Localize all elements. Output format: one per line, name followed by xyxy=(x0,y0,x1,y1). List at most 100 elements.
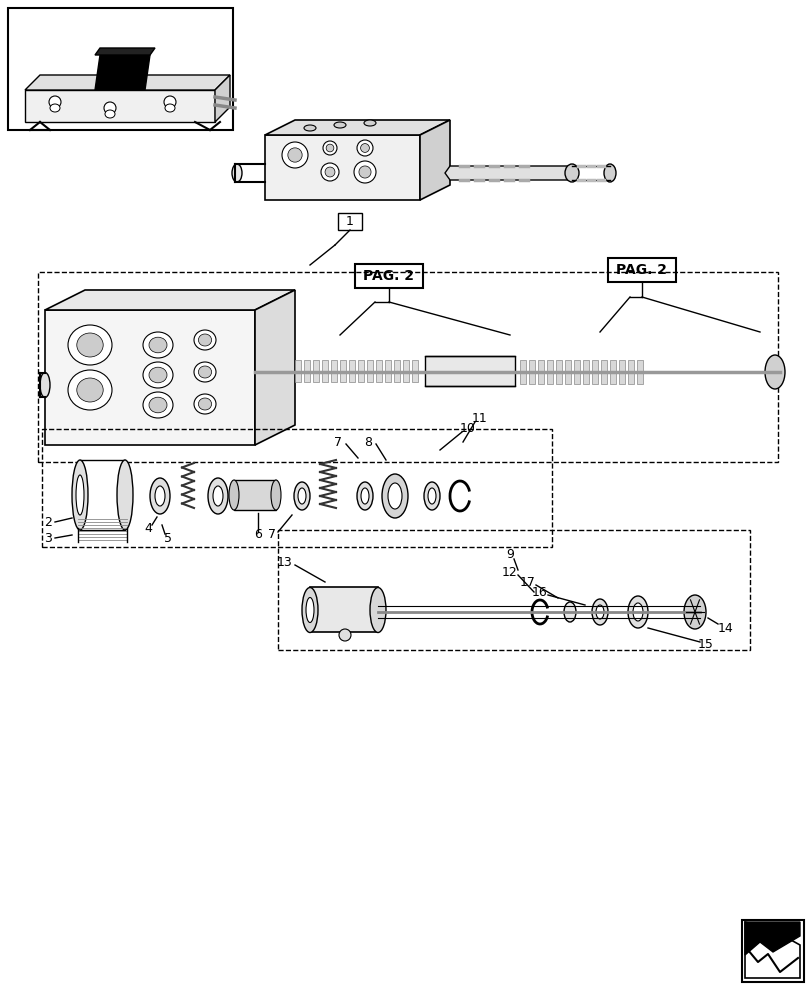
Ellipse shape xyxy=(764,355,784,389)
Text: 11: 11 xyxy=(471,412,487,424)
Ellipse shape xyxy=(105,110,115,118)
Text: 10: 10 xyxy=(460,422,475,434)
Ellipse shape xyxy=(333,122,345,128)
Ellipse shape xyxy=(40,372,50,397)
Ellipse shape xyxy=(229,480,238,510)
Circle shape xyxy=(320,163,338,181)
Bar xyxy=(636,360,642,384)
Bar xyxy=(310,587,378,632)
Ellipse shape xyxy=(148,367,167,383)
Ellipse shape xyxy=(361,488,368,504)
Text: PAG. 2: PAG. 2 xyxy=(363,269,414,283)
Ellipse shape xyxy=(143,392,173,418)
Bar xyxy=(234,480,276,510)
Bar xyxy=(528,360,534,384)
Ellipse shape xyxy=(627,596,647,628)
Text: 7: 7 xyxy=(333,436,341,448)
Circle shape xyxy=(358,166,371,178)
Polygon shape xyxy=(444,166,574,180)
Ellipse shape xyxy=(194,362,216,382)
Ellipse shape xyxy=(633,603,642,621)
Bar xyxy=(358,360,363,382)
Text: 13: 13 xyxy=(277,556,293,568)
Polygon shape xyxy=(215,75,230,122)
Bar xyxy=(312,360,319,382)
Bar xyxy=(741,920,803,982)
Ellipse shape xyxy=(155,486,165,506)
Bar xyxy=(609,360,616,384)
Polygon shape xyxy=(45,290,294,310)
Ellipse shape xyxy=(212,486,223,506)
Ellipse shape xyxy=(198,334,212,346)
Circle shape xyxy=(287,148,302,162)
Ellipse shape xyxy=(370,587,385,633)
Circle shape xyxy=(323,141,337,155)
Ellipse shape xyxy=(363,120,375,126)
Bar xyxy=(393,360,400,382)
Bar xyxy=(42,429,551,547)
Ellipse shape xyxy=(271,480,281,510)
Ellipse shape xyxy=(564,602,575,622)
Ellipse shape xyxy=(427,488,436,504)
Ellipse shape xyxy=(294,482,310,510)
Ellipse shape xyxy=(208,478,228,514)
Bar xyxy=(627,360,633,384)
Ellipse shape xyxy=(232,164,242,182)
Ellipse shape xyxy=(148,337,167,353)
Bar xyxy=(573,360,579,384)
Ellipse shape xyxy=(68,370,112,410)
Circle shape xyxy=(357,140,372,156)
Bar xyxy=(322,360,328,382)
Ellipse shape xyxy=(194,394,216,414)
Bar xyxy=(411,360,418,382)
Text: 7: 7 xyxy=(268,528,276,542)
Bar xyxy=(331,360,337,382)
Ellipse shape xyxy=(165,104,175,112)
Text: 16: 16 xyxy=(531,585,547,598)
Circle shape xyxy=(326,144,333,152)
Ellipse shape xyxy=(388,483,401,509)
Ellipse shape xyxy=(591,599,607,625)
Polygon shape xyxy=(419,120,449,200)
Polygon shape xyxy=(264,135,419,200)
Bar xyxy=(337,213,362,230)
Circle shape xyxy=(354,161,375,183)
Text: 12: 12 xyxy=(501,566,517,578)
Circle shape xyxy=(164,96,176,108)
Ellipse shape xyxy=(68,325,112,365)
Bar xyxy=(367,360,372,382)
Ellipse shape xyxy=(198,366,212,378)
Bar xyxy=(600,360,607,384)
Polygon shape xyxy=(744,922,799,978)
Ellipse shape xyxy=(381,474,407,518)
Bar xyxy=(424,356,514,386)
Bar xyxy=(607,258,676,282)
Ellipse shape xyxy=(564,164,578,182)
Polygon shape xyxy=(95,48,155,55)
Circle shape xyxy=(360,144,369,152)
Bar xyxy=(582,360,588,384)
Bar xyxy=(354,264,423,288)
Bar xyxy=(519,360,526,384)
Ellipse shape xyxy=(338,629,350,641)
Ellipse shape xyxy=(50,104,60,112)
Ellipse shape xyxy=(72,460,88,530)
Ellipse shape xyxy=(603,164,616,182)
Bar xyxy=(349,360,354,382)
Ellipse shape xyxy=(198,398,212,410)
Ellipse shape xyxy=(77,333,103,357)
Polygon shape xyxy=(744,922,799,955)
Text: 14: 14 xyxy=(717,621,733,634)
Polygon shape xyxy=(25,75,230,90)
Text: 6: 6 xyxy=(254,528,262,542)
Polygon shape xyxy=(45,310,255,445)
Text: 3: 3 xyxy=(44,532,52,544)
Bar xyxy=(8,8,233,130)
Circle shape xyxy=(281,142,307,168)
Ellipse shape xyxy=(423,482,440,510)
Text: 9: 9 xyxy=(505,548,513,562)
Ellipse shape xyxy=(143,332,173,358)
Ellipse shape xyxy=(303,125,315,131)
Bar xyxy=(618,360,624,384)
Bar xyxy=(556,360,561,384)
